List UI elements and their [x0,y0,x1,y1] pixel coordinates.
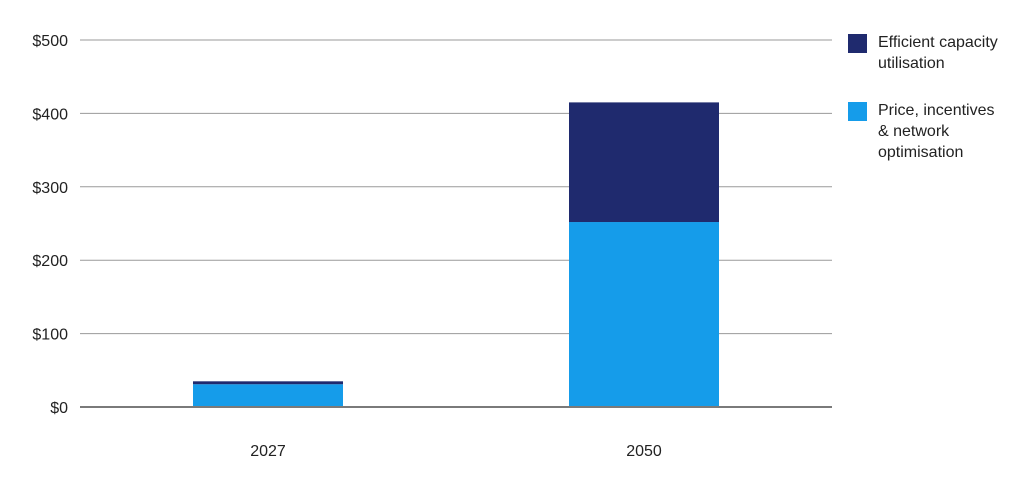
x-tick-label: 2027 [250,443,286,460]
x-tick-label: 2050 [626,443,662,460]
legend-label-efficient-capacity-line1: Efficient capacity [878,34,998,51]
y-tick-label: $300 [32,180,68,197]
legend-label-price-incentives-line3: optimisation [878,144,964,161]
y-tick-label: $400 [32,106,68,123]
bars [193,102,719,407]
gridlines [80,39,832,335]
bar-2027-series-1 [193,381,343,385]
y-tick-label: $0 [50,400,68,417]
legend-swatch-price-incentives [848,102,867,121]
legend-swatch-efficient-capacity [848,34,867,53]
stacked-bar-chart: $0 $100 $200 $300 $400 $500 2027 2050 [32,33,832,460]
y-tick-label: $500 [32,33,68,50]
legend-item-efficient-capacity: Efficient capacity utilisation [848,32,1024,74]
axes: $0 $100 $200 $300 $400 $500 2027 2050 [32,33,832,460]
y-tick-label: $200 [32,253,68,270]
bar-2050-series-1 [569,102,719,223]
bar-2050-series-0 [569,222,719,407]
bar-2027-series-0 [193,384,343,407]
legend-label-efficient-capacity-line2: utilisation [878,55,945,72]
legend-label-price-incentives-line2: & network [878,123,950,140]
legend-item-price-incentives: Price, incentives & network optimisation [848,100,1024,163]
legend: Efficient capacity utilisation Price, in… [848,32,1024,189]
legend-label-price-incentives-line1: Price, incentives [878,102,995,119]
y-tick-label: $100 [32,327,68,344]
